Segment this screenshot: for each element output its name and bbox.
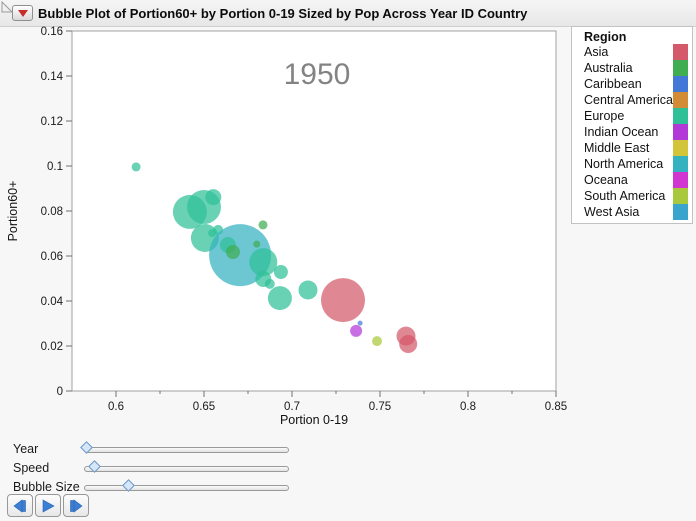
play-button[interactable] [35, 494, 61, 517]
legend-item-label: West Asia [584, 205, 640, 219]
y-tick-label: 0.16 [41, 26, 63, 38]
slider-label: Bubble Size [13, 480, 80, 494]
legend-color-swatch [673, 44, 688, 60]
legend-item-label: South America [584, 189, 666, 203]
bubble-europe[interactable] [131, 162, 141, 172]
y-tick-label: 0.04 [41, 296, 64, 308]
y-tick-label: 0.08 [41, 206, 63, 218]
legend-color-swatch [673, 172, 688, 188]
slider-track[interactable] [84, 466, 289, 472]
bubble-south-america[interactable] [372, 336, 382, 347]
legend-item-label: Central America [584, 93, 673, 107]
slider-row-speed: Speed [0, 459, 400, 478]
y-tick-label: 0.12 [41, 116, 63, 128]
bubble-europe[interactable] [249, 248, 278, 277]
legend-item-label: Caribbean [584, 77, 642, 91]
bubble-asia[interactable] [321, 278, 365, 323]
bubble-caribbean[interactable] [357, 320, 363, 326]
step-back-button[interactable] [7, 494, 33, 517]
slider-track[interactable] [84, 447, 289, 453]
legend-item-label: Indian Ocean [584, 125, 659, 139]
legend: Region Asia Australia Caribbean Central Ame… [571, 26, 693, 224]
bubble-asia[interactable] [399, 335, 418, 353]
legend-rows: Asia Australia Caribbean Central America Eur… [572, 44, 692, 220]
bubble-europe[interactable] [273, 265, 288, 279]
x-tick-label: 0.8 [460, 401, 476, 413]
y-tick-label: 0 [57, 386, 63, 398]
legend-color-swatch [673, 188, 688, 204]
legend-item[interactable]: Central America [572, 92, 692, 108]
legend-title: Region [584, 30, 627, 44]
bubble-plot: 0 0.02 0.04 0.06 0.08 0.1 0.12 0.14 0.16 0.6 0.65 0… [6, 26, 567, 427]
legend-color-swatch [673, 108, 688, 124]
bubble-australia[interactable] [253, 240, 261, 248]
slider-track[interactable] [84, 485, 289, 491]
bubble-europe[interactable] [205, 189, 222, 206]
x-tick-label: 0.85 [545, 401, 567, 413]
legend-item[interactable]: Caribbean [572, 76, 692, 92]
bubble-australia[interactable] [258, 220, 268, 230]
legend-color-swatch [673, 140, 688, 156]
legend-color-swatch [673, 92, 688, 108]
title-bar: Bubble Plot of Portion60+ by Portion 0-1… [0, 0, 696, 27]
bubble-indian-ocean[interactable] [350, 324, 363, 337]
year-label: 1950 [284, 58, 351, 91]
legend-item[interactable]: North America [572, 156, 692, 172]
x-tick-label: 0.65 [193, 401, 215, 413]
legend-item[interactable]: South America [572, 188, 692, 204]
legend-color-swatch [673, 204, 688, 220]
legend-color-swatch [673, 60, 688, 76]
x-tick-label: 0.75 [369, 401, 391, 413]
step-forward-icon [70, 498, 83, 513]
y-tick-label: 0.06 [41, 251, 63, 263]
bubble-australia[interactable] [226, 245, 240, 259]
legend-item[interactable]: West Asia [572, 204, 692, 220]
slider-label: Year [13, 442, 39, 456]
red-triangle-menu-button[interactable] [12, 5, 33, 21]
legend-item[interactable]: Middle East [572, 140, 692, 156]
bubble-europe[interactable] [264, 278, 275, 289]
slider-label: Speed [13, 461, 50, 475]
bubble-europe[interactable] [298, 280, 318, 300]
legend-item-label: Middle East [584, 141, 650, 155]
legend-color-swatch [673, 76, 688, 92]
y-tick-label: 0.14 [41, 71, 64, 83]
x-axis-title: Portion 0-19 [280, 413, 348, 427]
legend-item[interactable]: Indian Ocean [572, 124, 692, 140]
y-tick-label: 0.1 [47, 161, 63, 173]
disclosure-triangle-icon[interactable] [1, 1, 13, 13]
slider-row-year: Year [0, 440, 400, 459]
legend-item-label: Oceana [584, 173, 628, 187]
page-title: Bubble Plot of Portion60+ by Portion 0-1… [38, 5, 528, 21]
legend-item-label: Australia [584, 61, 633, 75]
legend-item-label: Asia [584, 45, 609, 59]
x-tick-label: 0.6 [108, 401, 124, 413]
playback-controls [7, 494, 91, 517]
legend-item[interactable]: Oceana [572, 172, 692, 188]
y-tick-label: 0.02 [41, 341, 63, 353]
legend-item[interactable]: Asia [572, 44, 692, 60]
step-forward-button[interactable] [63, 494, 89, 517]
plot-frame [71, 30, 557, 392]
slider-row-bubble-size: Bubble Size [0, 478, 400, 497]
legend-item-label: North America [584, 157, 664, 171]
step-back-icon [13, 498, 26, 513]
bubble-europe[interactable] [267, 286, 292, 311]
legend-color-swatch [673, 156, 688, 172]
legend-color-swatch [673, 124, 688, 140]
red-triangle-icon [17, 9, 28, 17]
legend-item[interactable]: Europe [572, 108, 692, 124]
x-tick-label: 0.7 [284, 401, 300, 413]
play-icon [42, 498, 55, 513]
slider-panel: Year Speed Bubble Size [0, 440, 400, 497]
legend-item[interactable]: Australia [572, 60, 692, 76]
y-axis-title: Portion60+ [6, 181, 20, 242]
legend-item-label: Europe [584, 109, 625, 123]
